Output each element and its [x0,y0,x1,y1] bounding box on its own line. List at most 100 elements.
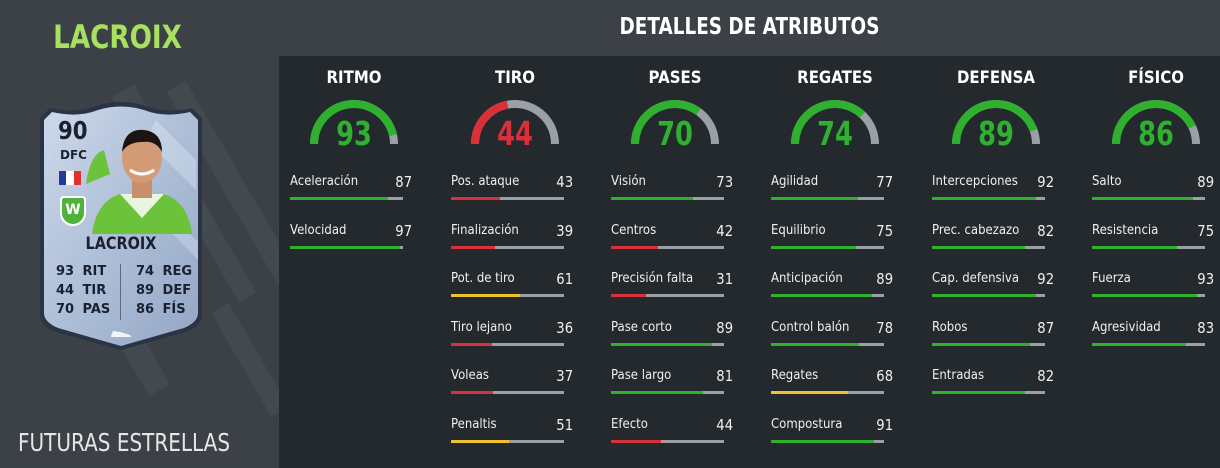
category-rating: 89 [978,114,1014,153]
category-gauge [471,100,559,145]
attribute-bar [290,197,403,200]
attribute-value: 42 [716,221,733,240]
attribute-value: 61 [556,270,573,288]
attribute-bar-fill [611,439,661,443]
attribute-row: Centros 42 [611,221,737,263]
attribute-row: Precisión falta 31 [611,270,737,311]
category-column: PASES 70 Visión 73 Centros 42 Precisión falta 3… [611,56,739,468]
attribute-label: Entradas [932,368,985,383]
attribute-label: Equilibrio [771,222,826,238]
attribute-bar-fill [1092,197,1193,200]
attribute-label: Intercepciones [932,174,1018,189]
card-stat-divider [120,264,121,320]
attribute-row: Fuerza 93 [1092,270,1218,311]
attribute-value: 77 [876,173,893,191]
gauge-fill [791,100,866,145]
attribute-bar [771,342,884,346]
category-title: RITMO [326,68,382,88]
attribute-row: Efecto 44 [611,415,737,457]
attribute-row: Penaltis 51 [451,416,577,457]
attribute-label: Precisión falta [611,271,694,286]
attribute-label: Pase largo [611,368,672,383]
attribute-bar [451,294,564,297]
attribute-value: 43 [556,173,573,191]
attribute-row: Agresividad 83 [1092,319,1218,360]
attribute-row: Finalización 39 [451,221,577,263]
attribute-value: 89 [1197,173,1214,191]
attribute-bar-fill [771,245,856,249]
attribute-bar-fill [771,439,874,443]
gauge-fill [471,100,509,145]
attribute-label: Centros [611,222,657,238]
attribute-bar [611,294,724,297]
attribute-bar [290,245,403,249]
attribute-row: Velocidad 97 [290,222,416,263]
attribute-label: Aceleración [290,174,359,189]
attribute-bar-fill [1092,245,1177,249]
attribute-row: Equilibrio 75 [771,221,897,263]
player-card[interactable]: 90 DFC W LACROIX 93 RIT 44 TIR 70 PAS 74… [36,100,206,352]
attribute-value: 37 [556,367,573,385]
category-title: DEFENSA [957,68,1035,88]
attribute-value: 78 [876,318,893,337]
attribute-label: Pos. ataque [451,174,520,189]
attribute-value: 73 [716,173,733,191]
attribute-bar [932,391,1045,394]
attribute-bar-fill [932,245,1025,249]
player-portrait [86,129,192,234]
attribute-bar-fill [611,294,647,297]
attribute-label: Visión [611,174,646,189]
attribute-bar [611,391,724,394]
attribute-row: Tiro lejano 36 [451,318,577,360]
attribute-value: 87 [395,173,412,191]
attribute-bar-fill [451,391,493,394]
attribute-bar [932,245,1045,249]
attribute-row: Pot. de tiro 61 [451,270,577,311]
attribute-row: Pase largo 81 [611,367,737,408]
attribute-value: 44 [716,415,733,434]
attribute-value: 39 [556,221,573,240]
header-bar: DETALLES DE ATRIBUTOS [279,0,1220,56]
attribute-label: Fuerza [1092,271,1131,286]
attribute-bar-fill [932,294,1036,297]
attribute-bar-fill [611,342,712,346]
category-column: RITMO 93 Aceleración 87 Velocidad 97 [290,56,418,468]
attribute-bar [451,342,564,346]
attribute-bar-fill [290,245,400,249]
category-rating: 74 [817,114,853,153]
attribute-row: Voleas 37 [451,367,577,408]
attribute-bar-fill [451,197,500,200]
gauge-fill [952,100,1038,145]
attribute-value: 82 [1037,367,1054,385]
attribute-bar [1092,197,1205,200]
attribute-row: Control balón 78 [771,318,897,360]
attribute-bar-fill [451,439,509,443]
card-stat: 44 TIR [56,283,107,298]
attribute-label: Pase corto [611,319,672,335]
category-rating: 70 [657,114,693,153]
attribute-value: 31 [716,270,733,288]
gauge-fill [1112,100,1196,145]
attribute-row: Resistencia 75 [1092,222,1218,263]
attribute-bar [1092,245,1205,249]
attribute-label: Agresividad [1092,319,1161,335]
player-panel: LACROIX 90 DFC W [0,0,279,468]
attribute-bar-fill [932,197,1036,200]
attribute-bar-fill [611,245,659,249]
attribute-row: Cap. defensiva 92 [932,270,1058,311]
attribute-value: 36 [556,318,573,337]
attribute-bar [771,245,884,249]
category-rating: 86 [1138,114,1174,153]
player-name: LACROIX [53,18,182,56]
attribute-bar [451,245,564,249]
attribute-value: 75 [876,221,893,240]
attribute-label: Voleas [451,368,489,383]
attribute-row: Anticipación 89 [771,270,897,311]
attribute-bar-fill [290,197,389,200]
category-gauge [310,100,398,145]
attribute-label: Efecto [611,416,648,432]
attribute-value: 89 [876,270,893,288]
attribute-bar-fill [451,342,492,346]
card-stat: 74 REG [136,264,193,279]
attribute-row: Visión 73 [611,173,737,214]
